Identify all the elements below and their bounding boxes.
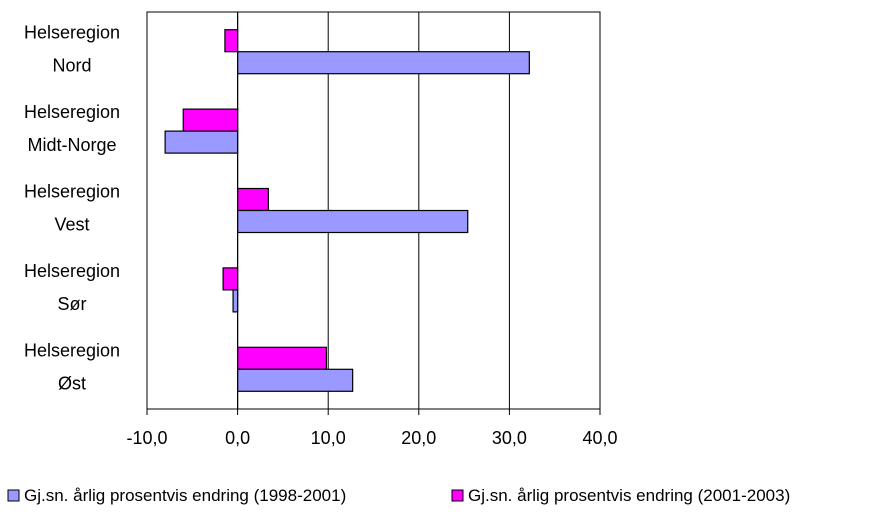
bar-series0-cat4 [237, 368, 354, 392]
x-tick-label-4: 30,0 [492, 428, 527, 448]
x-tick-label-1: 0,0 [225, 428, 250, 448]
legend-swatch-0 [7, 489, 20, 502]
x-tick-label-3: 20,0 [401, 428, 436, 448]
bar-series1-cat3 [222, 267, 239, 291]
bar-series0-cat1 [164, 130, 239, 154]
x-tick-label-5: 40,0 [582, 428, 617, 448]
legend-label-1: Gj.sn. årlig prosentvis endring (2001-20… [468, 486, 790, 505]
bar-series1-cat2 [237, 187, 270, 212]
bar-series1-cat1 [182, 108, 239, 132]
bar-series0-cat3 [232, 289, 239, 313]
category-label-3-1: Sør [58, 294, 87, 314]
category-label-4-1: Øst [58, 373, 86, 393]
category-label-0-0: Helseregion [24, 23, 120, 43]
x-tick-label-2: 10,0 [311, 428, 346, 448]
bars [164, 29, 530, 392]
bar-series1-cat0 [224, 29, 239, 53]
category-label-1-1: Midt-Norge [27, 135, 116, 155]
legend: Gj.sn. årlig prosentvis endring (1998-20… [7, 486, 790, 505]
bar-series1-cat4 [237, 346, 327, 370]
category-label-2-0: Helseregion [24, 182, 120, 202]
legend-label-0: Gj.sn. årlig prosentvis endring (1998-20… [24, 486, 346, 505]
bar-series0-cat0 [237, 51, 530, 75]
x-tick-labels: -10,0 0,0 10,0 20,0 30,0 40,0 [126, 409, 618, 448]
legend-swatch-1 [451, 489, 464, 502]
category-label-4-0: Helseregion [24, 340, 120, 360]
plot-frame [146, 11, 601, 410]
axes [146, 11, 601, 410]
category-label-1-0: Helseregion [24, 102, 120, 122]
category-label-0-1: Nord [52, 56, 91, 76]
category-label-3-0: Helseregion [24, 261, 120, 281]
category-labels: Helseregion Nord Helseregion Midt-Norge Hels… [24, 23, 120, 394]
category-label-2-1: Vest [54, 215, 89, 235]
bar-series0-cat2 [237, 209, 469, 234]
x-tick-label-0: -10,0 [126, 428, 167, 448]
